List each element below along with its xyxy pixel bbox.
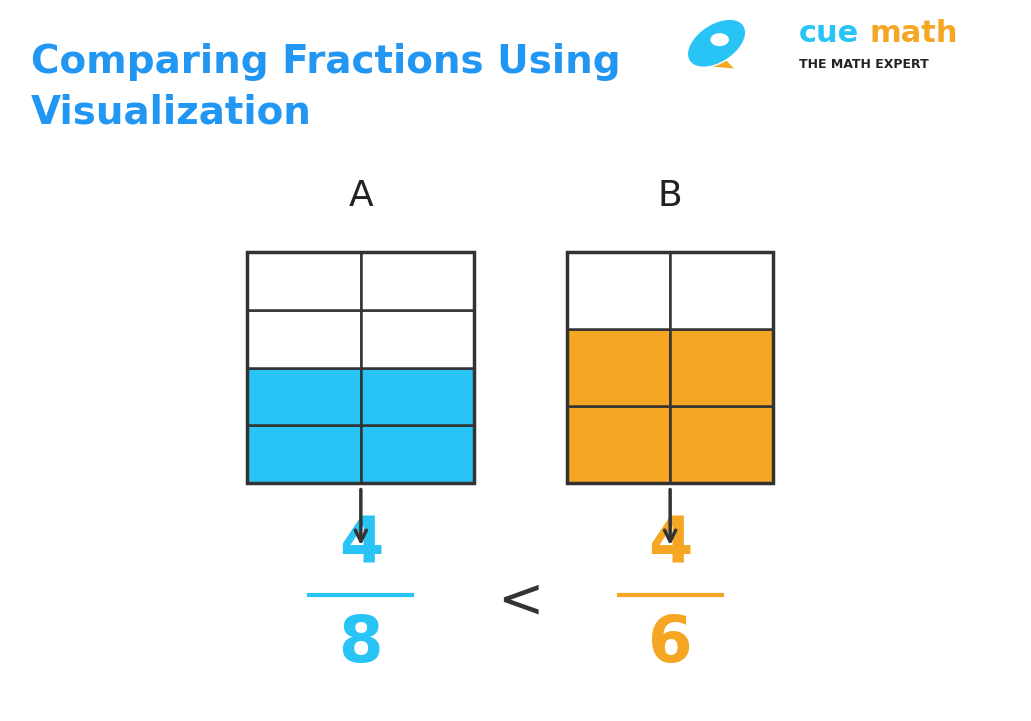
Text: THE MATH EXPERT: THE MATH EXPERT <box>799 58 929 71</box>
Bar <box>361 310 474 368</box>
Text: 4: 4 <box>647 515 693 577</box>
Text: A: A <box>348 179 373 213</box>
Text: B: B <box>658 179 683 213</box>
Ellipse shape <box>688 19 745 67</box>
Bar <box>567 252 670 329</box>
Text: 8: 8 <box>338 613 384 675</box>
Text: 4: 4 <box>338 515 384 577</box>
Bar <box>670 406 773 483</box>
Text: cue: cue <box>799 19 859 48</box>
Bar <box>567 406 670 483</box>
Bar <box>567 252 773 483</box>
Bar <box>247 368 361 425</box>
Bar <box>361 425 474 483</box>
Bar <box>670 329 773 406</box>
Bar <box>361 252 474 310</box>
Bar <box>567 329 670 406</box>
Text: Comparing Fractions Using: Comparing Fractions Using <box>31 43 621 81</box>
Polygon shape <box>693 50 734 68</box>
Bar <box>247 252 474 483</box>
Bar <box>247 425 361 483</box>
Bar <box>247 310 361 368</box>
Bar <box>361 368 474 425</box>
Ellipse shape <box>710 33 729 46</box>
Bar <box>670 252 773 329</box>
Bar <box>247 252 361 310</box>
Text: <: < <box>497 575 544 629</box>
Text: Visualization: Visualization <box>31 94 311 132</box>
Text: 6: 6 <box>647 613 693 675</box>
Text: math: math <box>869 19 958 48</box>
